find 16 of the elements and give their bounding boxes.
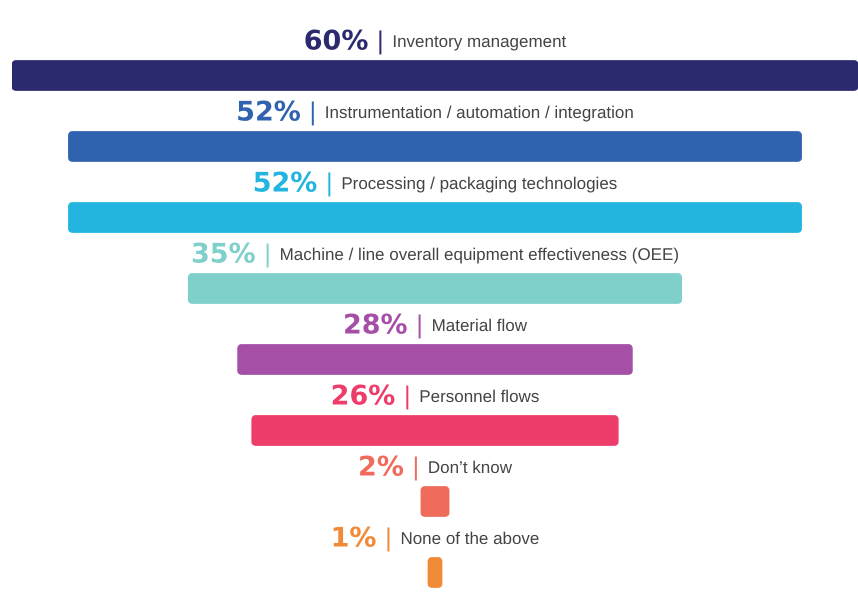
data-label: 28% [342,310,408,341]
category-label: Machine / line overall equipment effectiveness (OEE) [280,245,680,264]
data-label: 60% [304,26,368,57]
data-label: 26% [330,380,396,412]
data-label: 2% [358,452,404,483]
category-label: Don’t know [428,458,513,478]
category-label: Processing / packaging technologies [341,174,618,194]
data-label: 35% [190,238,256,270]
category-label: Personnel flows [419,387,540,406]
category-label: None of the above [400,529,540,548]
data-label: 52% [236,96,301,128]
category-label: Instrumentation / automation / integration [324,103,634,122]
data-label: 52% [252,168,318,199]
category-label: Inventory management [392,32,567,52]
data-label: 1% [330,522,376,554]
category-label: Material flow [432,316,528,336]
